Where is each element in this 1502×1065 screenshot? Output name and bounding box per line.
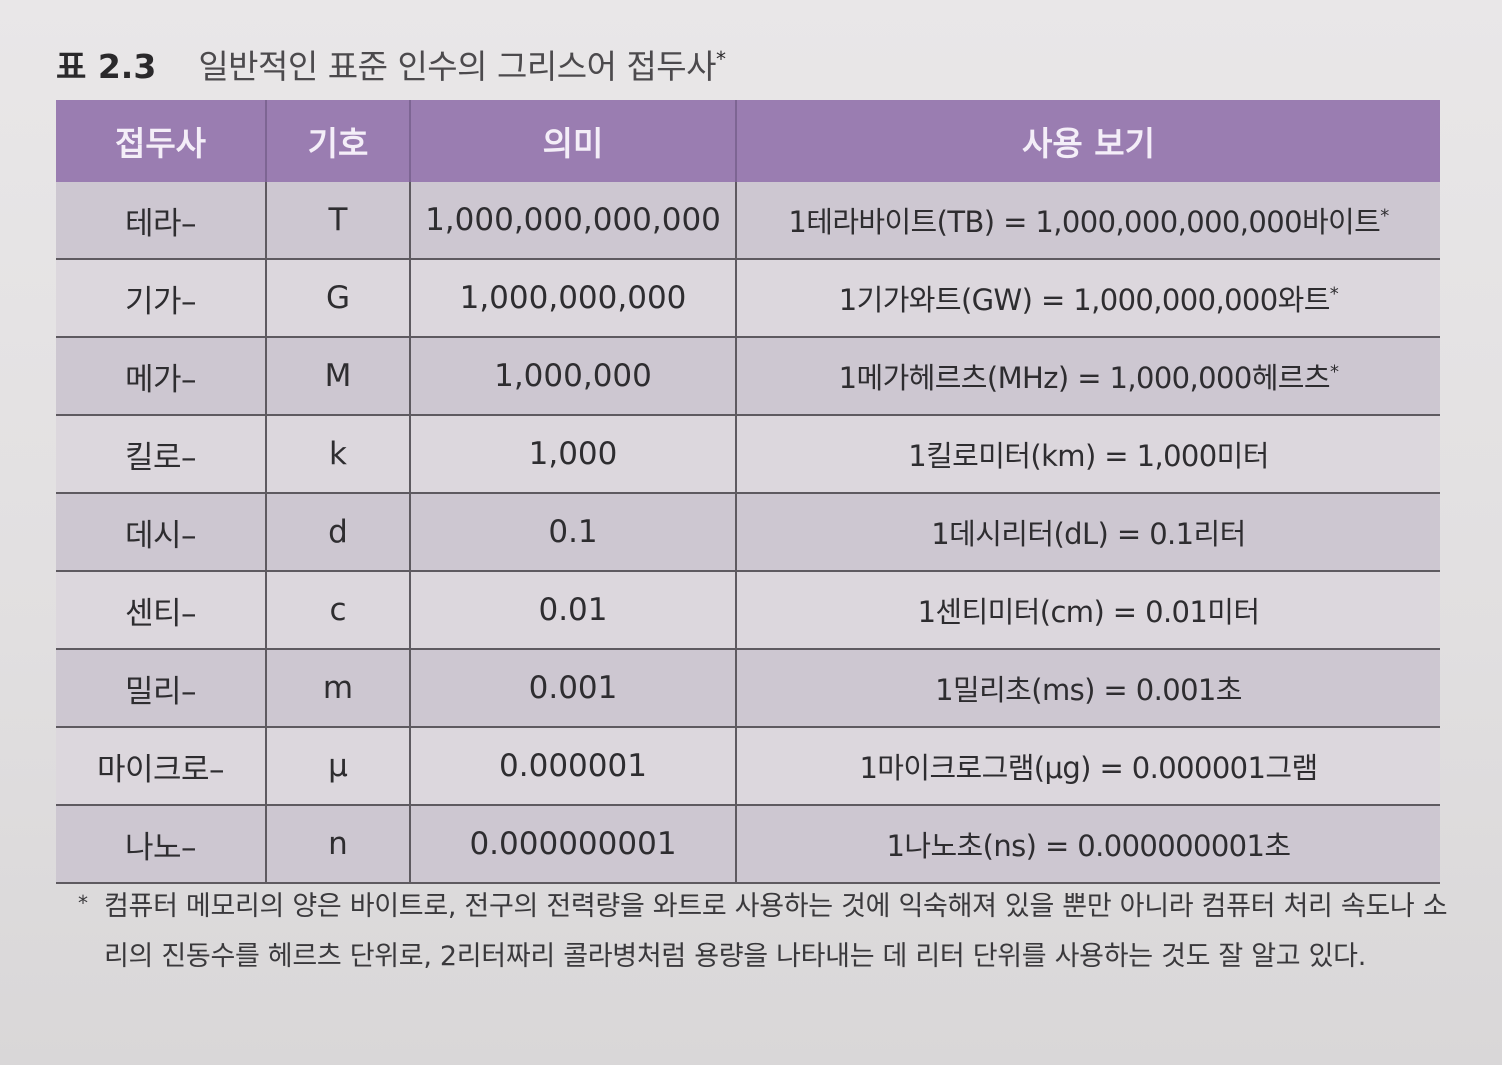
table-number: 표 2.3 (56, 47, 157, 86)
meaning-cell: 0.001 (410, 649, 737, 728)
table-row: 밀리– m 0.001 1밀리초(ms) = 0.001초 (56, 649, 1440, 728)
example-cell: 1센티미터(cm) = 0.01미터 (736, 571, 1440, 650)
table-row: 메가– M 1,000,000 1메가헤르츠(MHz) = 1,000,000헤… (56, 337, 1440, 416)
example-cell: 1밀리초(ms) = 0.001초 (736, 649, 1440, 728)
symbol-cell: μ (266, 727, 411, 806)
symbol-cell: k (266, 415, 411, 494)
example-footnote-mark: * (1329, 283, 1339, 305)
example-cell: 1기가와트(GW) = 1,000,000,000와트* (736, 259, 1440, 338)
caption-footnote-mark: * (716, 47, 727, 71)
table-row: 센티– c 0.01 1센티미터(cm) = 0.01미터 (56, 571, 1440, 650)
header-symbol: 기호 (266, 100, 411, 182)
prefix-cell: 나노– (56, 805, 267, 884)
meaning-cell: 1,000,000 (410, 337, 737, 416)
meaning-cell: 0.1 (410, 493, 737, 572)
header-meaning: 의미 (410, 100, 737, 182)
example-cell: 1데시리터(dL) = 0.1리터 (736, 493, 1440, 572)
table-row: 기가– G 1,000,000,000 1기가와트(GW) = 1,000,00… (56, 259, 1440, 338)
prefix-cell: 데시– (56, 493, 267, 572)
prefix-cell: 밀리– (56, 649, 267, 728)
meaning-cell: 0.000000001 (410, 805, 737, 884)
footnote-text: 컴퓨터 메모리의 양은 바이트로, 전구의 전력량을 와트로 사용하는 것에 익… (104, 891, 1448, 972)
prefix-table: 접두사 기호 의미 사용 보기 테라– T 1,000,000,000,000 … (56, 100, 1440, 884)
meaning-cell: 0.000001 (410, 727, 737, 806)
table-header: 접두사 기호 의미 사용 보기 (56, 100, 1440, 182)
example-cell: 1마이크로그램(μg) = 0.000001그램 (736, 727, 1440, 806)
table-row: 킬로– k 1,000 1킬로미터(km) = 1,000미터 (56, 415, 1440, 494)
prefix-cell: 기가– (56, 259, 267, 338)
example-text: 1마이크로그램(μg) = 0.000001그램 (859, 751, 1318, 785)
table-row: 마이크로– μ 0.000001 1마이크로그램(μg) = 0.000001그… (56, 727, 1440, 806)
meaning-cell: 0.01 (410, 571, 737, 650)
example-text: 1테라바이트(TB) = 1,000,000,000,000바이트 (788, 205, 1381, 239)
symbol-cell: G (266, 259, 411, 338)
prefix-cell: 마이크로– (56, 727, 267, 806)
symbol-cell: n (266, 805, 411, 884)
header-example: 사용 보기 (736, 100, 1440, 182)
prefix-cell: 센티– (56, 571, 267, 650)
table-row: 데시– d 0.1 1데시리터(dL) = 0.1리터 (56, 493, 1440, 572)
prefix-cell: 테라– (56, 182, 267, 260)
example-footnote-mark: * (1380, 205, 1389, 227)
example-cell: 1나노초(ns) = 0.000000001초 (736, 805, 1440, 884)
header-prefix: 접두사 (56, 100, 267, 182)
example-cell: 1킬로미터(km) = 1,000미터 (736, 415, 1440, 494)
prefix-cell: 메가– (56, 337, 267, 416)
meaning-cell: 1,000 (410, 415, 737, 494)
example-cell: 1메가헤르츠(MHz) = 1,000,000헤르츠* (736, 337, 1440, 416)
example-text: 1메가헤르츠(MHz) = 1,000,000헤르츠 (838, 361, 1331, 395)
table-title: 일반적인 표준 인수의 그리스어 접두사 (198, 47, 717, 86)
symbol-cell: c (266, 571, 411, 650)
table-row: 테라– T 1,000,000,000,000 1테라바이트(TB) = 1,0… (56, 182, 1440, 260)
symbol-cell: m (266, 649, 411, 728)
example-text: 1데시리터(dL) = 0.1리터 (931, 517, 1246, 551)
example-text: 1기가와트(GW) = 1,000,000,000와트 (838, 283, 1331, 317)
symbol-cell: d (266, 493, 411, 572)
example-text: 1밀리초(ms) = 0.001초 (935, 673, 1242, 707)
footnote: * 컴퓨터 메모리의 양은 바이트로, 전구의 전력량을 와트로 사용하는 것에… (78, 882, 1462, 982)
example-footnote-mark: * (1329, 361, 1339, 383)
example-text: 1나노초(ns) = 0.000000001초 (886, 829, 1292, 863)
table-caption: 표 2.3 일반적인 표준 인수의 그리스어 접두사* (56, 40, 726, 88)
meaning-cell: 1,000,000,000,000 (410, 182, 737, 260)
table-row: 나노– n 0.000000001 1나노초(ns) = 0.000000001… (56, 805, 1440, 884)
table-body: 테라– T 1,000,000,000,000 1테라바이트(TB) = 1,0… (56, 182, 1440, 884)
prefix-cell: 킬로– (56, 415, 267, 494)
header-row: 접두사 기호 의미 사용 보기 (56, 100, 1440, 182)
symbol-cell: M (266, 337, 411, 416)
example-text: 1센티미터(cm) = 0.01미터 (917, 595, 1260, 629)
symbol-cell: T (266, 182, 411, 260)
example-text: 1킬로미터(km) = 1,000미터 (908, 439, 1269, 473)
meaning-cell: 1,000,000,000 (410, 259, 737, 338)
example-cell: 1테라바이트(TB) = 1,000,000,000,000바이트* (736, 182, 1440, 260)
footnote-mark: * (78, 891, 88, 915)
